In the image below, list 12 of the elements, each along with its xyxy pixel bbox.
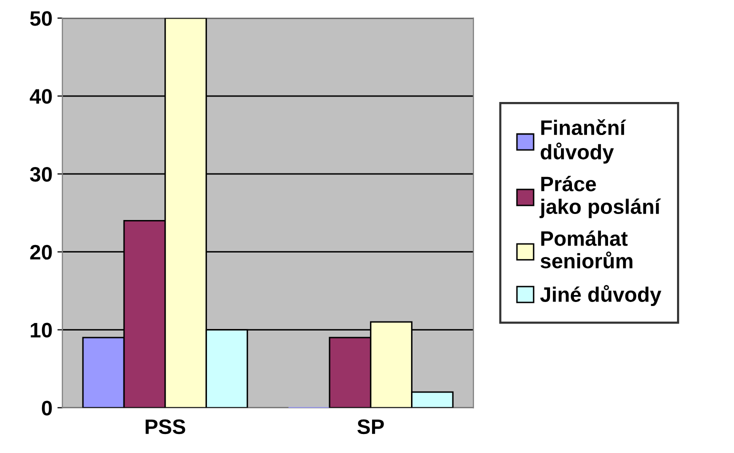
legend-label: Pomáhat seniorům [540,230,632,268]
legend-label: Jiné důvody [540,285,662,306]
y-tick-label: 50 [30,11,52,26]
legend-label: Práce jako poslání [540,176,661,218]
y-tick-label: 20 [30,244,52,260]
y-tick-label: 10 [30,322,52,338]
y-tick-label: 40 [30,89,52,104]
x-tick-label: SP [357,419,384,434]
x-tick-label: PSS [146,419,186,434]
y-tick-label: 0 [42,400,52,416]
y-tick-label: 30 [30,166,52,182]
legend-label: Finanční důvody [540,119,626,164]
